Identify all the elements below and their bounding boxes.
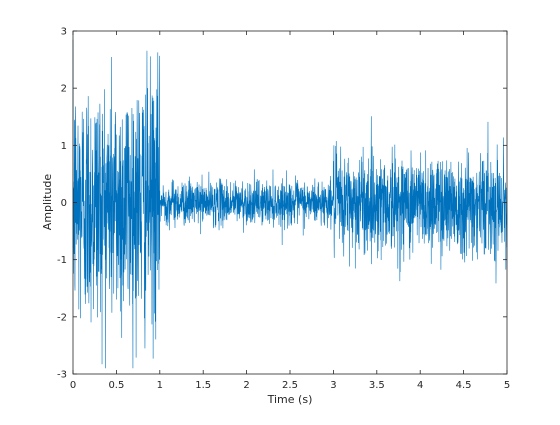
y-tick-label: 1 — [61, 141, 67, 152]
plot-frame — [72, 30, 508, 375]
x-tick-label: 2.5 — [282, 380, 298, 391]
ticks-layer: 0 0.5 1 1.5 2 2.5 3 3.5 4 4.5 5 -3 -2 -1 0 1 2 3 — [57, 27, 510, 392]
y-tick-label: 3 — [61, 27, 67, 38]
x-tick-label: 2 — [243, 380, 249, 391]
x-tick-label: 0.5 — [108, 380, 124, 391]
x-tick-label: 5 — [504, 380, 510, 391]
x-tick-label: 1 — [157, 380, 163, 391]
y-tick-label: 2 — [61, 84, 67, 95]
y-tick-label: -3 — [57, 370, 67, 381]
y-tick-label: 0 — [61, 198, 67, 209]
x-tick-label: 4 — [417, 380, 423, 391]
x-tick-label: 4.5 — [456, 380, 472, 391]
y-tick-label: -2 — [57, 312, 67, 323]
x-tick-label: 1.5 — [195, 380, 211, 391]
y-tick-label: -1 — [57, 255, 67, 266]
x-axis-label: Time (s) — [267, 393, 313, 406]
x-tick-label: 0 — [70, 380, 76, 391]
x-tick-label: 3.5 — [369, 380, 385, 391]
series-layer — [72, 39, 508, 369]
y-axis-label: Amplitude — [41, 174, 54, 231]
x-tick-label: 3 — [330, 380, 336, 391]
series-line — [72, 39, 508, 369]
